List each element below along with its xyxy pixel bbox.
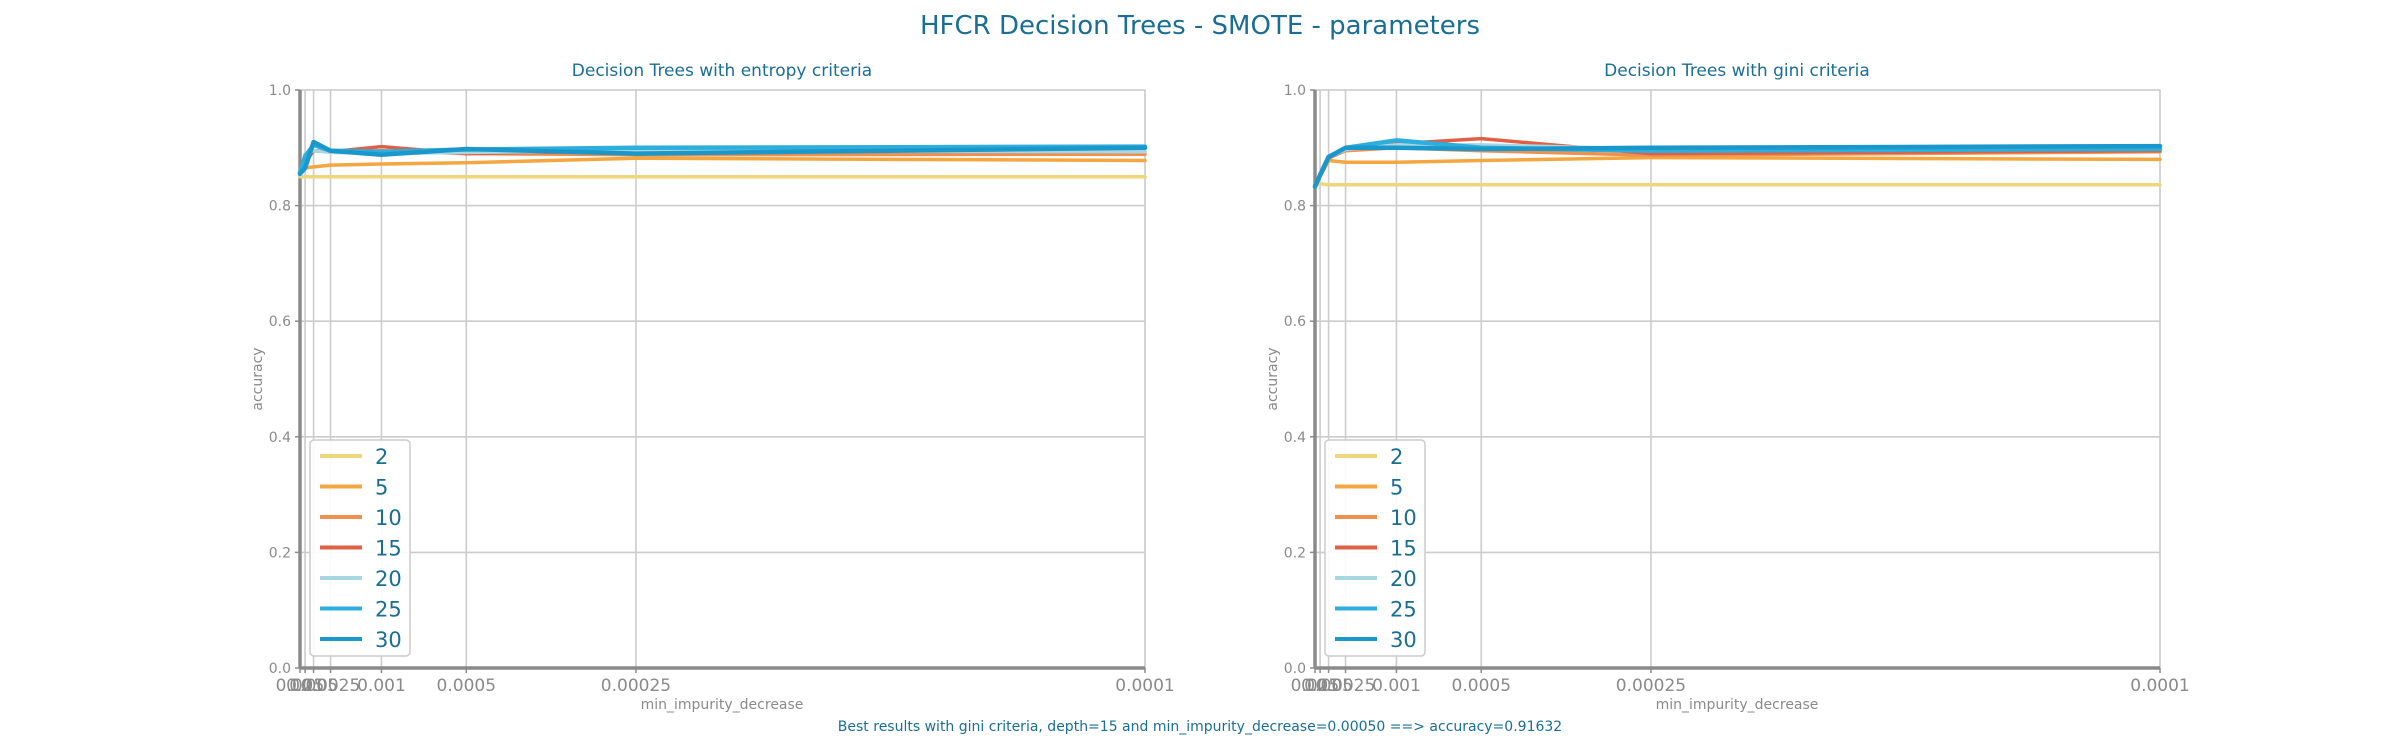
y-tick-label: 0.0 — [269, 661, 291, 677]
y-tick-label: 0.2 — [269, 545, 291, 561]
x-tick-label: 0.005 — [1304, 676, 1353, 696]
x-tick-label: 0.0025 — [1316, 676, 1375, 696]
y-axis-label: accuracy — [1265, 347, 1281, 410]
x-tick-label: 0.025 — [1291, 676, 1340, 696]
legend-entry: 30 — [375, 628, 402, 652]
legend-entry: 30 — [1390, 628, 1417, 652]
y-axis-label: accuracy — [250, 347, 266, 410]
series-lines — [297, 139, 1148, 179]
x-axis-label: min_impurity_decrease — [1656, 697, 1819, 713]
legend-entry: 5 — [375, 476, 388, 500]
chart-title: Decision Trees with entropy criteria — [572, 61, 872, 81]
chart-title: Decision Trees with gini criteria — [1604, 61, 1870, 81]
y-tick-label: 0.4 — [1284, 430, 1306, 446]
series-line-30 — [297, 139, 1148, 177]
series-line-5 — [298, 156, 1147, 176]
x-axis-label: min_impurity_decrease — [641, 697, 804, 713]
x-tick-label: 0.0001 — [2130, 676, 2189, 696]
x-tick-label: 0.025 — [276, 676, 325, 696]
y-tick-label: 1.0 — [269, 83, 291, 99]
y-tick-label: 0.2 — [1284, 545, 1306, 561]
x-tick-label: 0.001 — [1372, 676, 1421, 696]
x-tick-label: 0.005 — [289, 676, 338, 696]
x-tick-label: 0.00025 — [601, 676, 671, 696]
legend-entry: 20 — [375, 567, 402, 591]
x-tick-label: 0.0005 — [437, 676, 496, 696]
legend-entry: 10 — [1390, 506, 1417, 530]
x-tick-label: 0.0005 — [1452, 676, 1511, 696]
y-tick-label: 0.0 — [1284, 661, 1306, 677]
legend-entry: 25 — [375, 598, 402, 622]
y-tick-label: 0.8 — [269, 199, 291, 215]
x-tick-label: 0.00025 — [1616, 676, 1686, 696]
plot-frame — [1314, 89, 2161, 669]
legend-entry: 25 — [1390, 598, 1417, 622]
chart-panels: 0.00.20.40.60.81.00.0250.010.0050.00250.… — [250, 61, 2190, 713]
y-tick-label: 1.0 — [1284, 83, 1306, 99]
series-lines — [1312, 136, 2163, 189]
series-line-5 — [1313, 155, 2162, 186]
legend-entry: 2 — [375, 445, 388, 469]
series-line-30 — [1312, 143, 2163, 189]
best-results-caption: Best results with gini criteria, depth=1… — [838, 719, 1562, 735]
legend-entry: 15 — [375, 537, 402, 561]
legend-entry: 2 — [1390, 445, 1403, 469]
y-tick-label: 0.6 — [269, 314, 291, 330]
y-tick-label: 0.6 — [1284, 314, 1306, 330]
x-tick-label: 0.01 — [1301, 676, 1339, 696]
chart-gini: 0.00.20.40.60.81.00.0250.010.0050.00250.… — [1265, 61, 2190, 713]
x-tick-label: 0.01 — [286, 676, 324, 696]
legend-entry: 15 — [1390, 537, 1417, 561]
legend-entry: 5 — [1390, 476, 1403, 500]
legend-entry: 20 — [1390, 567, 1417, 591]
y-tick-label: 0.4 — [269, 430, 291, 446]
series-line-2 — [1313, 181, 2162, 188]
y-tick-label: 0.8 — [1284, 199, 1306, 215]
legend-entry: 10 — [375, 506, 402, 530]
x-tick-label: 0.0001 — [1115, 676, 1174, 696]
figure-title: HFCR Decision Trees - SMOTE - parameters — [920, 11, 1480, 41]
x-tick-label: 0.001 — [357, 676, 406, 696]
x-tick-label: 0.0025 — [301, 676, 360, 696]
chart-entropy: 0.00.20.40.60.81.00.0250.010.0050.00250.… — [250, 61, 1175, 713]
